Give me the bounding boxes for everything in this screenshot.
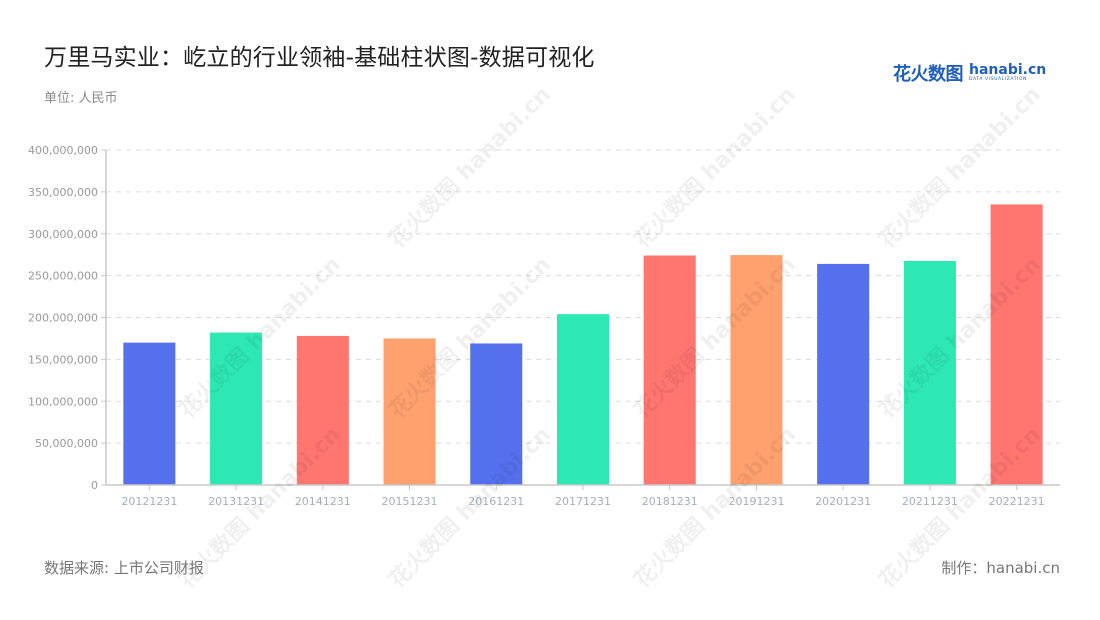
data-source: 数据来源: 上市公司财报 — [44, 559, 204, 577]
x-tick-label: 20151231 — [382, 495, 438, 508]
y-tick-label: 400,000,000 — [28, 144, 98, 157]
logo-cn-text: 花火数图 — [893, 64, 964, 85]
x-tick-label: 20211231 — [902, 495, 958, 508]
x-tick-label: 20201231 — [815, 495, 871, 508]
bar-20211231[interactable] — [903, 260, 956, 485]
y-tick-label: 300,000,000 — [28, 228, 98, 241]
y-tick-label: 0 — [91, 479, 98, 492]
x-tick-label: 20161231 — [468, 495, 524, 508]
y-tick-label: 250,000,000 — [28, 270, 98, 283]
y-tick-label: 200,000,000 — [28, 312, 98, 325]
logo-en-text: hanabi.cn — [969, 62, 1047, 79]
unit-label: 单位: 人民币 — [44, 91, 118, 106]
maker-credit: 制作：hanabi.cn — [941, 559, 1060, 577]
y-tick-label: 50,000,000 — [35, 437, 98, 450]
x-tick-label: 20221231 — [989, 495, 1045, 508]
bar-20141231[interactable] — [296, 335, 349, 485]
bar-20151231[interactable] — [383, 338, 436, 485]
chart-title: 万里马实业：屹立的行业领袖-基础柱状图-数据可视化 — [44, 45, 595, 71]
logo-subtitle: DATA VISUALIZATION — [969, 77, 1028, 83]
x-tick-label: 20141231 — [295, 495, 351, 508]
x-tick-label: 20181231 — [642, 495, 698, 508]
bar-20191231[interactable] — [730, 255, 783, 485]
brand-logo: 花火数图 hanabi.cn DATA VISUALIZATION — [893, 60, 1046, 86]
y-tick-label: 100,000,000 — [28, 395, 98, 408]
bar-20171231[interactable] — [556, 314, 610, 485]
y-axis: 0 50,000,000 100,000,000 150,000,000 200,000… — [28, 144, 107, 492]
bar-20161231[interactable] — [470, 343, 523, 485]
bar-20201231[interactable] — [817, 263, 870, 485]
logo-en-block: hanabi.cn DATA VISUALIZATION — [969, 63, 1046, 83]
bar-20121231[interactable] — [123, 342, 176, 485]
x-tick-label: 20121231 — [121, 495, 177, 508]
bars — [123, 204, 1043, 485]
y-tick-label: 150,000,000 — [28, 353, 98, 366]
x-tick-label: 20191231 — [728, 495, 784, 508]
x-axis: 20121231 20131231 20141231 20151231 20161231… — [106, 484, 1060, 508]
bar-20181231[interactable] — [643, 255, 696, 485]
bar-20221231[interactable] — [990, 204, 1043, 485]
x-tick-label: 20171231 — [555, 495, 611, 508]
bar-20131231[interactable] — [210, 332, 263, 485]
y-tick-label: 350,000,000 — [28, 186, 98, 199]
x-tick-label: 20131231 — [208, 495, 264, 508]
